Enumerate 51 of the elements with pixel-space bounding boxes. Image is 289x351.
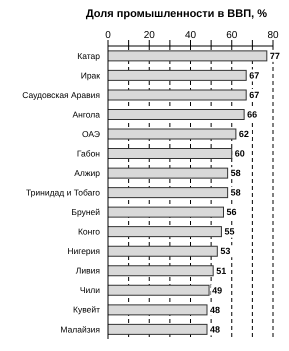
y-tick-label: Ливия xyxy=(76,266,100,276)
y-tick-label: Бруней xyxy=(71,207,100,218)
y-tick-label: Конго xyxy=(78,226,100,237)
y-tick-label: Саудовская Аравия xyxy=(22,90,100,100)
y-tick-label: Кувейт xyxy=(73,304,100,315)
data-label: 60 xyxy=(234,148,245,159)
data-label: 66 xyxy=(247,109,258,120)
x-tick-label: 40 xyxy=(184,30,196,41)
bar xyxy=(108,89,247,100)
x-tick-label: 60 xyxy=(226,30,238,41)
x-tick-label: 80 xyxy=(267,30,279,41)
bar xyxy=(108,304,208,316)
y-tick-label: Нигерия xyxy=(67,246,100,256)
bar xyxy=(108,50,268,62)
bar xyxy=(108,246,218,257)
y-tick-label: ОАЭ xyxy=(82,128,100,139)
y-tick-label: Ирак xyxy=(80,70,100,80)
bar xyxy=(108,265,214,276)
data-label: 67 xyxy=(249,70,260,80)
data-label: 56 xyxy=(226,207,237,218)
data-label: 67 xyxy=(249,90,260,100)
bar xyxy=(108,70,247,81)
bar xyxy=(108,284,210,296)
y-tick-label: Чили xyxy=(80,285,100,296)
bar xyxy=(108,128,236,140)
data-label: 49 xyxy=(212,285,222,296)
y-tick-label: Ангола xyxy=(72,109,100,120)
y-tick-label: Габон xyxy=(76,148,100,158)
bar xyxy=(108,324,208,335)
data-label: 48 xyxy=(210,304,220,315)
bar xyxy=(108,226,222,238)
data-label: 62 xyxy=(238,129,249,140)
data-label: 53 xyxy=(220,246,230,256)
data-label: 48 xyxy=(210,324,220,334)
data-label: 55 xyxy=(224,226,234,237)
bar xyxy=(108,206,224,218)
bar xyxy=(108,168,228,179)
x-tick-label: 0 xyxy=(105,30,112,41)
bar xyxy=(108,108,245,120)
y-tick-label: Алжир xyxy=(74,168,100,178)
data-label: 58 xyxy=(230,168,241,178)
y-tick-label: Катар xyxy=(77,50,100,61)
data-label: 77 xyxy=(270,50,280,61)
bar xyxy=(108,148,232,160)
chart-title: Доля промышленности в ВВП, % xyxy=(84,8,268,22)
y-tick-label: Малайзия xyxy=(60,324,100,334)
data-label: 51 xyxy=(216,266,226,276)
data-label: 58 xyxy=(230,188,241,198)
bar xyxy=(108,187,228,198)
x-tick-label: 20 xyxy=(144,30,156,41)
y-tick-label: Тринидад и Тобаго xyxy=(26,188,100,198)
